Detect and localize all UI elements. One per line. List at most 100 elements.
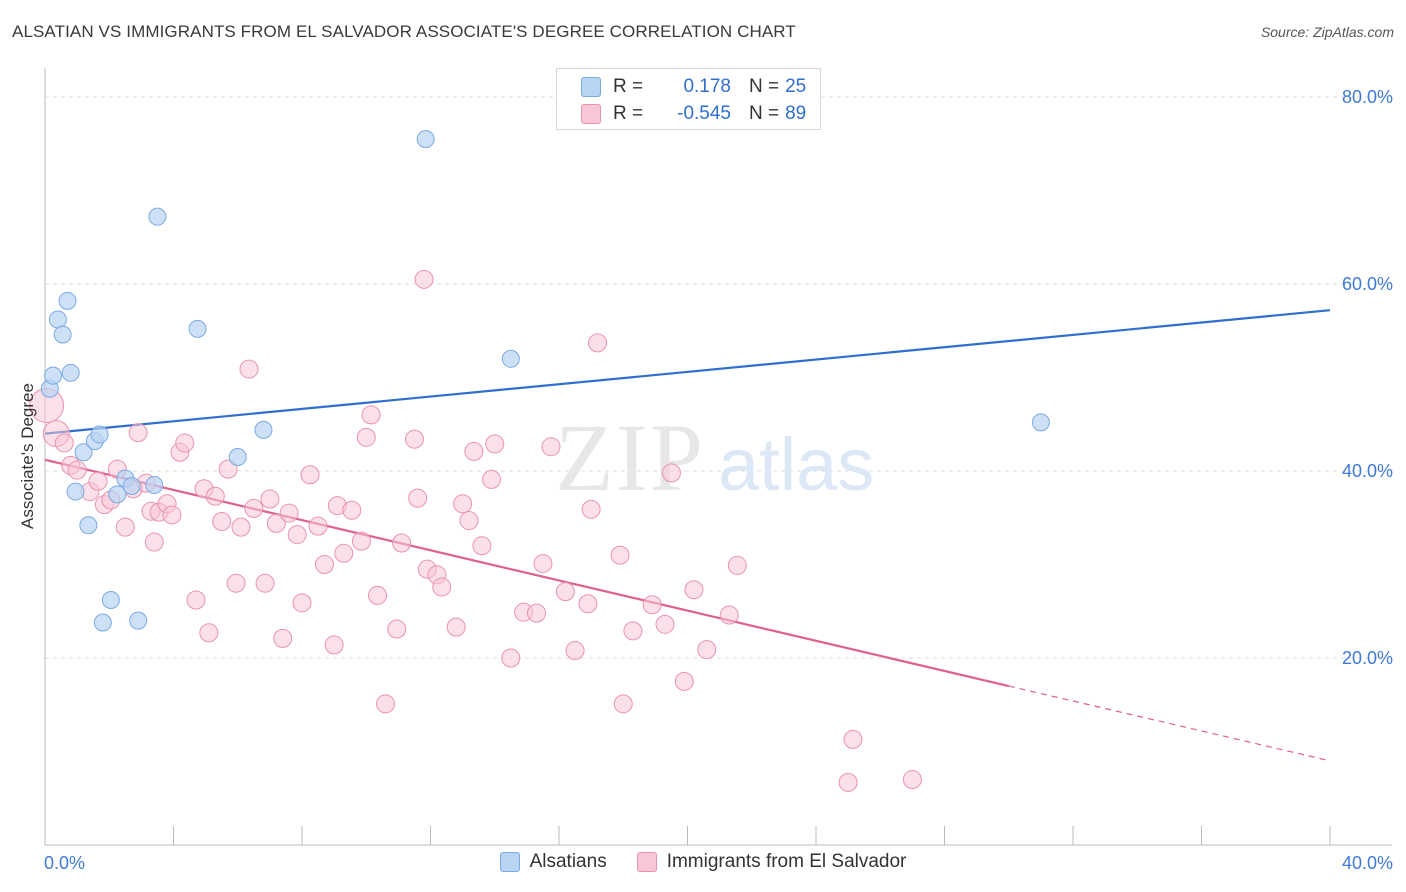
point-alsatians [122,476,141,495]
stats-row-alsatians: R = 0.178 N = 25 [581,75,806,99]
point-elsalvador [342,500,362,520]
point-alsatians [61,363,80,382]
point-elsalvador [482,469,502,489]
point-elsalvador [88,471,108,491]
point-elsalvador [661,463,681,483]
series-elsalvador-points [29,269,922,792]
point-elsalvador [642,595,662,615]
point-elsalvador [472,536,492,556]
point-elsalvador [367,585,387,605]
point-elsalvador [67,460,87,480]
point-elsalvador [324,635,344,655]
point-elsalvador [186,590,206,610]
grid-lines [45,96,1392,659]
point-elsalvador [404,429,424,449]
point-elsalvador [588,333,608,353]
point-elsalvador [610,545,630,565]
point-alsatians [129,611,148,630]
point-elsalvador [719,605,739,625]
point-elsalvador [623,621,643,641]
point-elsalvador [414,269,434,289]
point-elsalvador [387,619,407,639]
point-elsalvador [464,441,484,461]
point-elsalvador [212,511,232,531]
point-elsalvador [231,517,251,537]
point-elsalvador [613,694,633,714]
legend-swatch-alsatians [499,852,520,872]
point-elsalvador [144,532,164,552]
point-elsalvador [527,603,547,623]
trend-line-alsatians [44,309,1331,435]
point-alsatians [90,425,109,444]
point-alsatians [79,516,98,535]
point-elsalvador [162,505,182,525]
stats-swatch-elsalvador [581,104,601,124]
point-elsalvador [255,573,275,593]
point-elsalvador [697,640,717,660]
x-tick-label: 40.0% [1342,853,1393,873]
y-tick-label: 60.0% [1342,274,1393,294]
point-elsalvador [279,503,299,523]
point-elsalvador [485,434,505,454]
point-alsatians [188,319,207,338]
point-alsatians [44,366,63,385]
point-elsalvador [226,573,246,593]
point-alsatians [101,591,120,610]
point-elsalvador [218,459,238,479]
point-elsalvador [843,729,863,749]
point-alsatians [93,613,112,632]
point-alsatians [108,485,127,504]
point-alsatians [58,291,77,310]
point-alsatians [254,420,273,439]
point-elsalvador [459,511,479,531]
point-elsalvador [432,577,452,597]
tick-labels: 20.0% 40.0% 60.0% 80.0% 0.0% 40.0% [44,87,1393,873]
legend: Alsatians Immigrants from El Salvador [0,851,1406,873]
stats-n-value-elsalvador: 89 [785,103,807,124]
y-tick-label: 20.0% [1342,648,1393,668]
stats-box: R = 0.178 N = 25 R = -0.545 N = 89 [556,68,821,130]
point-elsalvador [555,582,575,602]
point-elsalvador [541,437,561,457]
point-elsalvador [54,433,74,453]
legend-label-elsalvador: Immigrants from El Salvador [666,851,907,872]
point-elsalvador [655,614,675,634]
point-alsatians [1031,413,1050,432]
stats-n-label: N = [749,103,780,124]
point-elsalvador [408,488,428,508]
legend-item-alsatians[interactable]: Alsatians [499,851,607,873]
point-elsalvador [334,543,354,563]
axes [44,68,1392,846]
point-elsalvador [361,405,381,425]
watermark: ZIP atlas [555,404,874,511]
series-alsatians-points [40,130,1050,632]
point-elsalvador [273,628,293,648]
point-alsatians [48,310,67,329]
x-tick-label: 0.0% [44,853,85,873]
point-elsalvador [292,593,312,613]
point-alsatians [66,482,85,501]
point-elsalvador [392,533,412,553]
legend-item-elsalvador[interactable]: Immigrants from El Salvador [636,851,907,873]
point-alsatians [148,207,167,226]
point-elsalvador [260,489,280,509]
point-elsalvador [727,555,747,575]
point-elsalvador [314,555,334,574]
stats-r-value-alsatians: 0.178 [683,76,731,97]
stats-r-value-elsalvador: -0.545 [677,103,731,124]
chart-source: Source: ZipAtlas.com [1260,24,1394,40]
point-elsalvador [533,554,553,574]
point-alsatians [228,447,247,466]
y-tick-label: 40.0% [1342,461,1393,481]
point-elsalvador [244,498,264,518]
watermark-zip: ZIP [555,404,705,511]
point-elsalvador [376,694,396,714]
watermark-atlas: atlas [718,423,874,506]
point-elsalvador [351,531,371,551]
point-alsatians [53,325,72,344]
point-elsalvador [674,671,694,691]
point-elsalvador [175,433,195,453]
y-axis-label: Associate's Degree [18,383,37,529]
trend-line-elsalvador-extension [1008,685,1331,762]
